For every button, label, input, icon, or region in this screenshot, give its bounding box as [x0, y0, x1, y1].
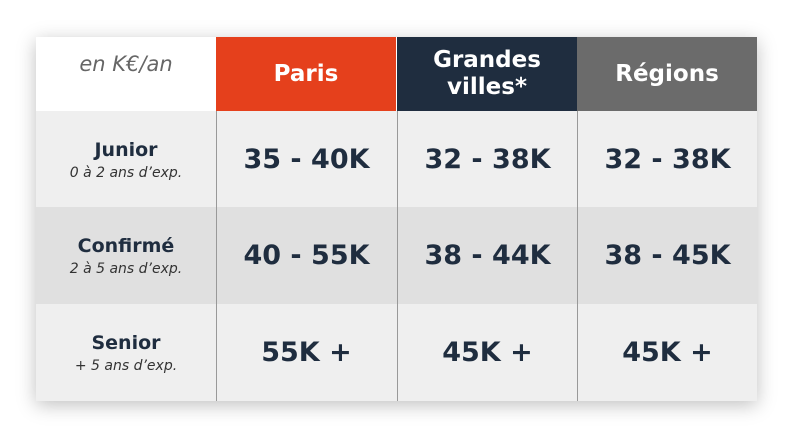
header-regions: Régions	[577, 37, 757, 120]
row-label: Junior 0 à 2 ans d’exp.	[36, 111, 216, 208]
level: Confirmé	[77, 234, 175, 257]
salary-cell: 40 - 55K	[216, 207, 396, 304]
salary-cell: 45K +	[397, 304, 577, 401]
table-row-senior: Senior + 5 ans d’exp. 55K + 45K + 45K +	[36, 304, 757, 401]
unit-label: en K€/an	[79, 52, 173, 76]
row-label: Confirmé 2 à 5 ans d’exp.	[36, 207, 216, 304]
corner	[36, 37, 216, 111]
header-grandes-villes: Grandes villes*	[397, 37, 577, 120]
row-label: Senior + 5 ans d’exp.	[36, 304, 216, 401]
level: Junior	[94, 138, 158, 161]
level: Senior	[91, 331, 161, 354]
salary-cell: 35 - 40K	[216, 111, 396, 208]
experience: + 5 ans d’exp.	[74, 357, 178, 374]
experience: 0 à 2 ans d’exp.	[69, 164, 183, 181]
salary-table: Paris Grandes villes* Régions Junior 0 à …	[36, 37, 757, 401]
salary-cell: 32 - 38K	[397, 111, 577, 208]
table-row-confirme: Confirmé 2 à 5 ans d’exp. 40 - 55K 38 - 4…	[36, 207, 757, 304]
salary-cell: 38 - 44K	[397, 207, 577, 304]
table-row-junior: Junior 0 à 2 ans d’exp. 35 - 40K 32 - 38K…	[36, 111, 757, 208]
header-paris: Paris	[216, 37, 396, 120]
salary-cell: 38 - 45K	[577, 207, 757, 304]
salary-cell: 32 - 38K	[577, 111, 757, 208]
experience: 2 à 5 ans d’exp.	[69, 260, 183, 277]
salary-cell: 45K +	[577, 304, 757, 401]
salary-cell: 55K +	[216, 304, 396, 401]
